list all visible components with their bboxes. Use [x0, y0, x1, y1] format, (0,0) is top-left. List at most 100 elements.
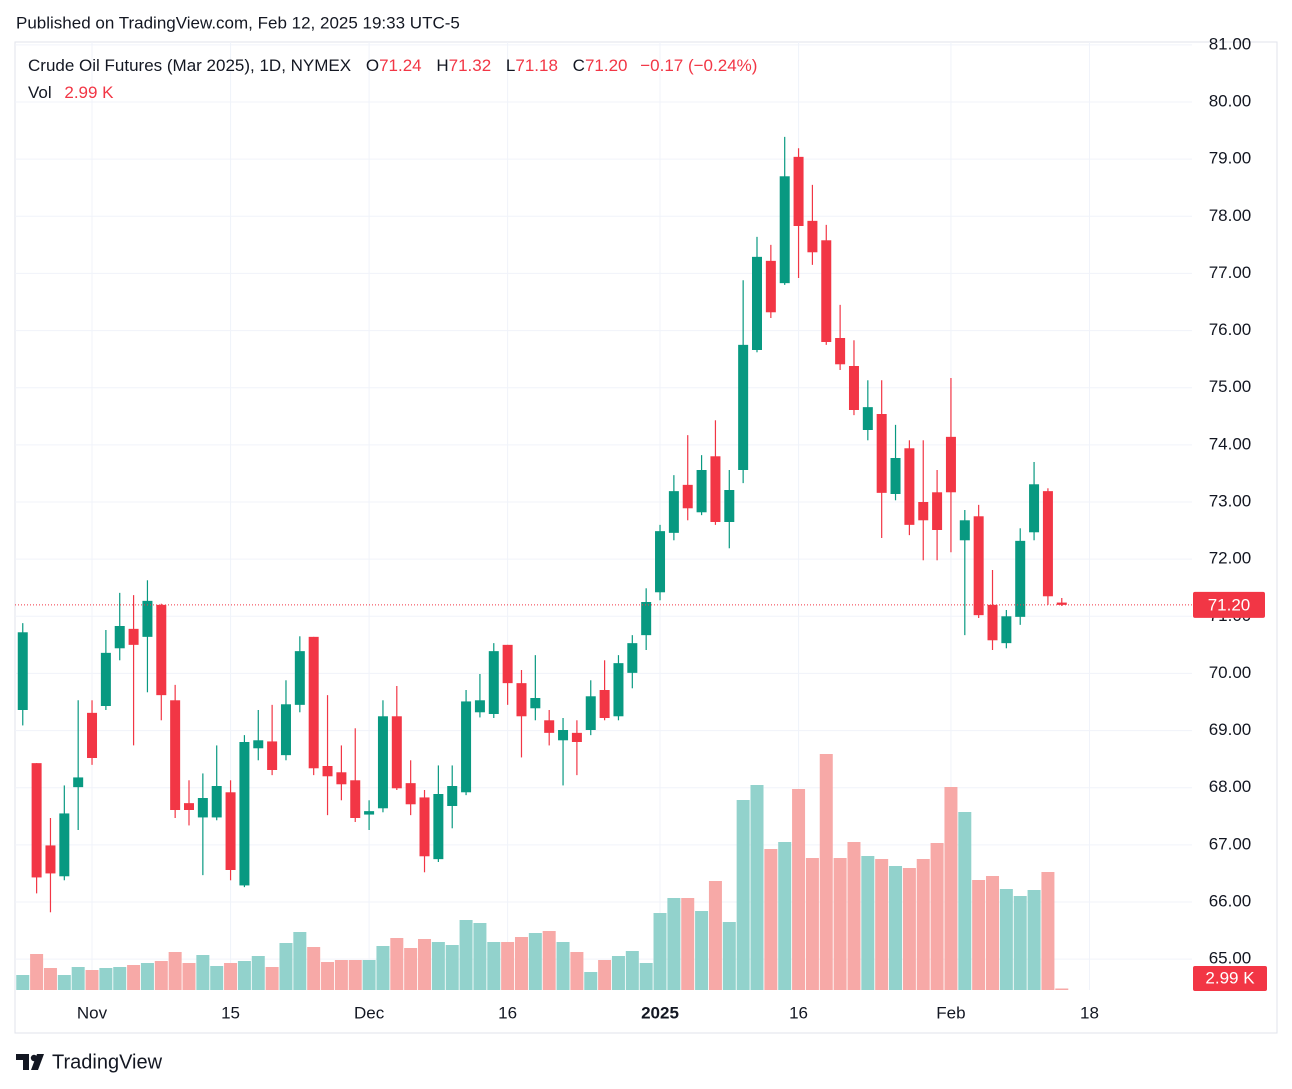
volume-bar	[279, 943, 293, 990]
volume-bar	[182, 963, 196, 990]
volume-bar	[57, 975, 71, 990]
volume-bar	[154, 961, 168, 990]
candle-body	[59, 813, 70, 877]
candle-body	[585, 696, 596, 730]
volume-bar	[584, 972, 598, 990]
volume-bar	[307, 947, 321, 990]
last-price-badge	[1193, 591, 1265, 618]
volume-bar	[1027, 890, 1041, 990]
candle-body	[627, 643, 638, 673]
y-tick-label: 76.00	[1209, 320, 1252, 339]
volume-bar	[764, 849, 778, 990]
volume-bar	[210, 966, 224, 990]
legend-line: Crude Oil Futures (Mar 2025), 1D, NYMEX …	[28, 56, 757, 75]
volume-bar	[390, 938, 404, 990]
volume-bar	[639, 963, 653, 990]
candle-body	[1015, 540, 1026, 617]
volume-bar	[819, 754, 833, 990]
candle-body	[377, 716, 388, 809]
volume-bar	[916, 859, 930, 990]
legend-l-label: L	[506, 56, 515, 75]
y-tick-label: 66.00	[1209, 891, 1252, 910]
volume-bar	[736, 800, 750, 990]
y-tick-label: 81.00	[1209, 34, 1252, 53]
volume-bar	[889, 866, 903, 990]
candle-body	[765, 260, 776, 313]
candle-body	[474, 700, 485, 713]
volume-bar	[695, 911, 709, 990]
volume-bar	[653, 913, 667, 990]
candle-body	[419, 797, 430, 857]
candle-body	[599, 690, 610, 718]
candle-body	[253, 740, 264, 749]
volume-bar	[750, 785, 764, 990]
volume-bar	[667, 898, 681, 990]
candle-body	[1042, 491, 1053, 597]
candle-body	[932, 492, 943, 530]
candle-body	[571, 732, 582, 742]
volume-bar	[778, 842, 792, 990]
legend-vol-value: 2.99 K	[64, 83, 114, 102]
volume-bar	[348, 960, 362, 990]
y-tick-label: 70.00	[1209, 663, 1252, 682]
candle-body	[280, 704, 291, 756]
volume-bar	[85, 970, 99, 990]
y-tick-label: 68.00	[1209, 777, 1252, 796]
volume-bar	[321, 962, 335, 990]
candle-body	[945, 436, 956, 493]
candle-body	[239, 742, 250, 886]
y-tick-label: 78.00	[1209, 206, 1252, 225]
candle-body	[100, 652, 111, 706]
candle-body	[516, 683, 527, 717]
volume-bar	[944, 787, 958, 990]
candle-body	[502, 644, 513, 684]
candle-body	[322, 766, 333, 777]
candle-body	[696, 470, 707, 513]
volume-bar	[625, 951, 639, 990]
volume-badge-label: 2.99 K	[1205, 968, 1255, 987]
volume-bar	[805, 858, 819, 990]
volume-bar	[792, 789, 806, 990]
volume-bar	[30, 954, 44, 990]
candle-body	[655, 531, 666, 593]
candle-body	[73, 777, 84, 788]
candle-body	[142, 600, 153, 637]
legend-c-value: 71.20	[585, 56, 628, 75]
y-tick-label: 72.00	[1209, 549, 1252, 568]
candle-body	[904, 448, 915, 525]
y-tick-label: 80.00	[1209, 91, 1252, 110]
candle-body	[17, 632, 28, 710]
candle-body	[682, 484, 693, 509]
x-tick-label: Nov	[77, 1003, 108, 1022]
volume-bar	[930, 843, 944, 990]
candle-body	[751, 256, 762, 350]
volume-bar	[986, 876, 1000, 990]
volume-bar	[16, 975, 30, 990]
candle-body	[350, 780, 361, 818]
volume-bar	[1041, 872, 1055, 990]
volume-bar	[71, 967, 85, 990]
last-price-label: 71.20	[1208, 595, 1251, 614]
candle-body	[31, 763, 42, 878]
candle-body	[987, 604, 998, 641]
volume-bar	[708, 881, 722, 990]
volume-bar	[681, 898, 695, 990]
volume-bar	[570, 952, 584, 990]
y-tick-label: 75.00	[1209, 377, 1252, 396]
volume-bar	[598, 960, 612, 990]
y-tick-label: 65.00	[1209, 949, 1252, 968]
volume-bar	[473, 923, 487, 990]
volume-bar	[224, 963, 238, 990]
candle-body	[211, 786, 222, 818]
volume-bar	[418, 939, 432, 990]
candle-body	[973, 516, 984, 616]
volume-bar	[237, 961, 251, 990]
candle-body	[433, 794, 444, 860]
legend-volume: Vol 2.99 K	[28, 83, 114, 102]
candle-body	[170, 700, 181, 810]
candle-body	[641, 602, 652, 636]
x-tick-label: 2025	[641, 1003, 679, 1022]
volume-bar	[875, 859, 889, 990]
volume-bar	[293, 932, 307, 990]
